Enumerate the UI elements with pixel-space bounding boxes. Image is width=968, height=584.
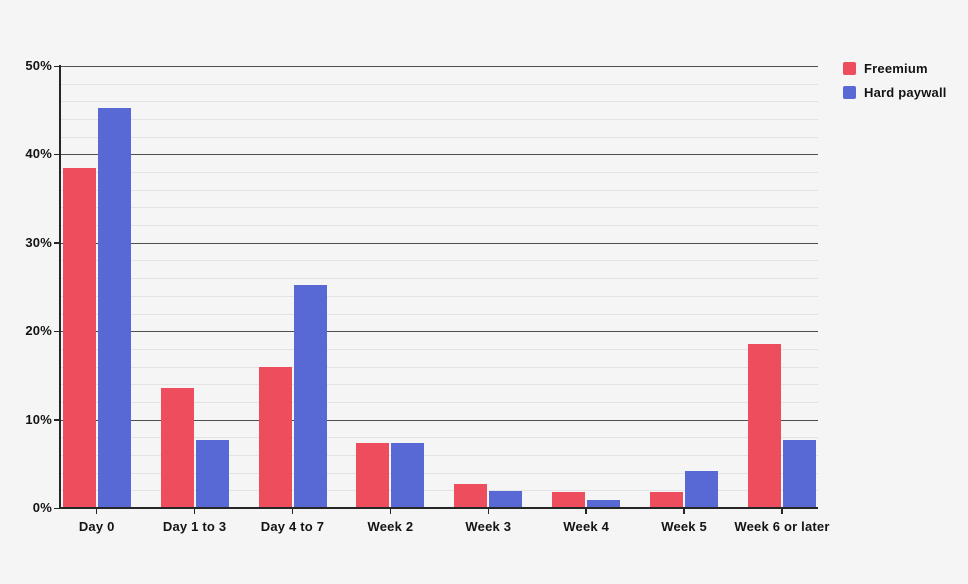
x-axis-label-week-4: Week 4 (563, 519, 610, 534)
x-axis-tick-1 (193, 508, 196, 514)
legend: Freemium Hard paywall (843, 61, 947, 109)
gridline-minor-22 (60, 313, 818, 315)
x-axis-label-day-1-to-3: Day 1 to 3 (162, 519, 227, 534)
x-axis-tick-7 (781, 508, 783, 514)
bar-freemium-week-3 (454, 484, 488, 508)
gridline-major-50 (60, 66, 818, 67)
legend-item-freemium: Freemium (843, 61, 947, 76)
gridline-minor-48 (60, 83, 818, 85)
gridline-major-10 (60, 419, 818, 421)
gridline-minor-42 (60, 136, 818, 138)
y-axis-label-50%: 50% (25, 58, 52, 73)
y-axis-label-40%: 40% (25, 146, 52, 162)
y-axis-tick-50% (54, 65, 60, 67)
y-axis-label-30%: 30% (25, 234, 52, 250)
x-axis-label-day-0: Day 0 (78, 519, 115, 534)
y-axis-tick-20% (54, 330, 60, 333)
gridline-major-20 (60, 331, 818, 333)
gridline-minor-16 (60, 366, 818, 368)
y-axis-tick-10% (54, 419, 60, 421)
x-axis-tick-2 (291, 508, 294, 514)
gridline-minor-24 (60, 295, 818, 297)
hard-paywall-swatch-icon (843, 86, 856, 99)
y-axis-tick-30% (54, 242, 60, 244)
y-axis-line (59, 65, 61, 509)
bar-freemium-day-0 (62, 167, 96, 508)
bar-hard-paywall-week-5 (685, 470, 719, 508)
gridline-minor-36 (60, 189, 818, 191)
gridline-minor-12 (60, 401, 818, 403)
gridline-minor-6 (60, 454, 818, 456)
y-axis-label-0%: 0% (32, 500, 52, 515)
bar-freemium-week-4 (552, 492, 586, 508)
bar-freemium-week-2 (356, 443, 390, 508)
y-axis-tick-0% (54, 507, 60, 509)
bar-hard-paywall-week-3 (489, 491, 523, 508)
x-axis-label-week-6-or-later: Week 6 or later (734, 519, 830, 534)
bar-hard-paywall-week-2 (391, 443, 425, 508)
bar-hard-paywall-day-0 (97, 108, 131, 508)
gridline-minor-46 (60, 101, 818, 103)
gridline-major-30 (60, 242, 818, 244)
x-axis-tick-6 (683, 508, 685, 514)
bar-hard-paywall-day-1-to-3 (195, 439, 229, 508)
y-axis-label-10%: 10% (25, 411, 52, 427)
gridline-minor-44 (60, 119, 818, 121)
x-axis-label-week-2: Week 2 (367, 519, 414, 534)
x-axis-tick-0 (95, 508, 98, 514)
x-axis-label-week-5: Week 5 (661, 519, 707, 534)
gridline-minor-38 (60, 172, 818, 174)
x-axis-tick-3 (389, 508, 392, 514)
gridline-minor-34 (60, 207, 818, 209)
x-axis-label-week-3: Week 3 (465, 519, 512, 534)
gridline-minor-26 (60, 278, 818, 280)
x-axis-tick-4 (487, 508, 490, 514)
bar-freemium-day-1-to-3 (160, 387, 194, 508)
bar-freemium-day-4-to-7 (258, 366, 292, 508)
gridline-minor-14 (60, 384, 818, 386)
gridline-minor-28 (60, 260, 818, 262)
bar-freemium-week-5 (650, 492, 684, 508)
gridline-major-40 (60, 154, 818, 156)
x-axis-line (59, 507, 818, 509)
y-axis-label-20%: 20% (25, 323, 52, 339)
gridline-minor-8 (60, 437, 818, 439)
legend-label-freemium: Freemium (864, 61, 928, 76)
y-axis-tick-40% (54, 153, 60, 156)
x-axis-label-day-4-to-7: Day 4 to 7 (260, 519, 325, 534)
gridline-minor-4 (60, 472, 818, 474)
bar-freemium-week-6-or-later (748, 343, 781, 508)
x-axis-tick-5 (585, 508, 587, 514)
bar-hard-paywall-day-4-to-7 (293, 285, 327, 508)
gridline-minor-2 (60, 490, 818, 492)
bar-hard-paywall-week-6-or-later (783, 439, 816, 508)
freemium-swatch-icon (843, 62, 856, 75)
gridline-minor-18 (60, 348, 818, 350)
legend-label-hard-paywall: Hard paywall (864, 85, 947, 100)
bar-hard-paywall-week-4 (587, 500, 621, 508)
gridline-minor-32 (60, 225, 818, 227)
legend-item-hard-paywall: Hard paywall (843, 85, 947, 100)
